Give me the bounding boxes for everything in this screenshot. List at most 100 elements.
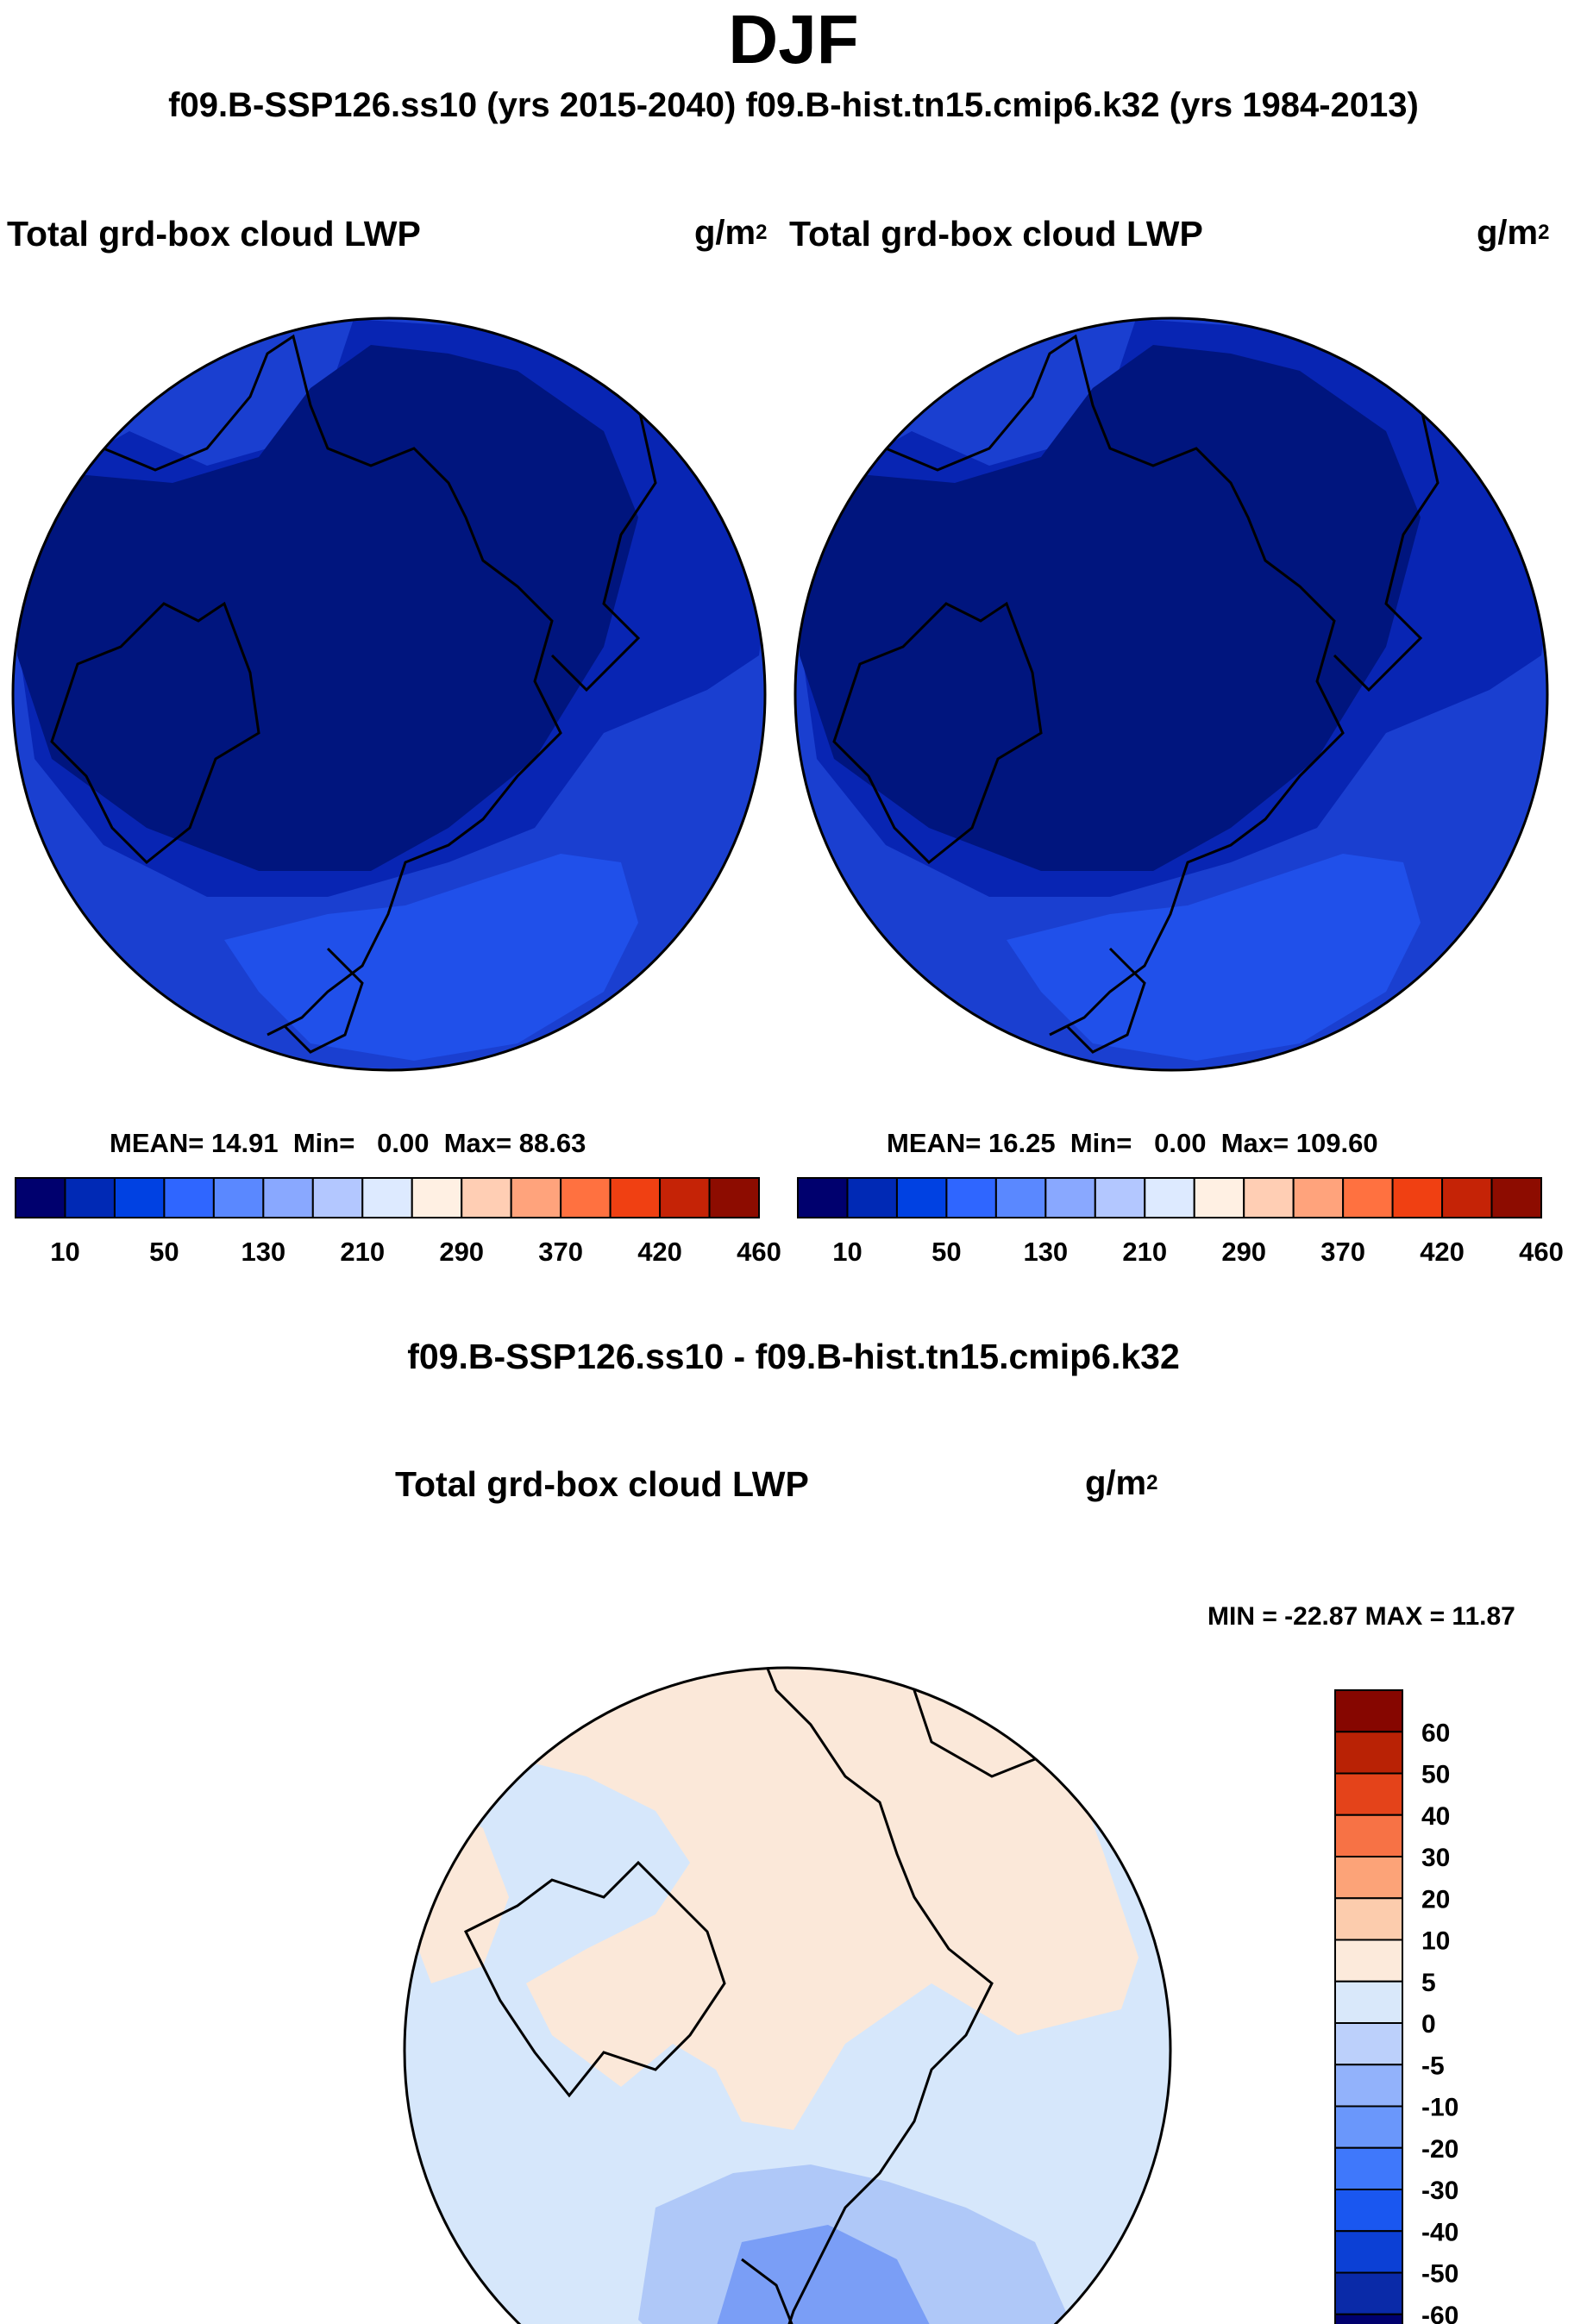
panel2-title: Total grd-box cloud LWP [789, 214, 1203, 254]
diff-positive-band [466, 1668, 1138, 2130]
colorbar-2-tick-label: 10 [832, 1237, 862, 1267]
panel2-stats: MEAN= 16.25 Min= 0.00 Max= 109.60 [887, 1128, 1378, 1158]
colorbar-3-box-14 [1334, 2271, 1403, 2315]
colorbar-1-box-9 [461, 1177, 512, 1218]
colorbar-3-tick-label: 50 [1421, 1761, 1450, 1789]
colorbar-1-tick-label: 210 [340, 1237, 385, 1267]
colorbar-1-tick-label: 10 [50, 1237, 79, 1267]
diff-panel-units: g/m2 [1085, 1464, 1158, 1502]
colorbar-3-box-12 [1334, 2189, 1403, 2233]
colorbar-3-tick-label: 5 [1421, 1969, 1436, 1997]
cases-subtitle: f09.B-SSP126.ss10 (yrs 2015-2040) f09.B-… [168, 86, 1419, 124]
colorbar-1-box-5 [262, 1177, 314, 1218]
diff-coast-c [913, 1668, 1036, 1778]
colorbar-3-tick-label: 30 [1421, 1844, 1450, 1872]
map2-polar-core [800, 345, 1421, 871]
colorbar-2-box-11 [1342, 1177, 1394, 1218]
colorbar-1-tick-label: 290 [439, 1237, 484, 1267]
colorbar-3-tick-label: -40 [1421, 2218, 1458, 2246]
colorbar-2-tick-label: 130 [1023, 1237, 1068, 1267]
map-panel-2 [795, 318, 1547, 1070]
colorbar-2-tick-label: 370 [1320, 1237, 1365, 1267]
map-panel-1 [13, 318, 765, 1070]
colorbar-2-box-10 [1292, 1177, 1345, 1218]
colorbar-1-box-4 [212, 1177, 265, 1218]
colorbar-1-tick-label: 370 [538, 1237, 583, 1267]
colorbar-2-box-5 [1044, 1177, 1096, 1218]
map1-coast-a [51, 334, 562, 1037]
colorbar-3-box-15 [1334, 2313, 1403, 2324]
colorbar-1-box-11 [560, 1177, 612, 1218]
colorbar-2-box-4 [994, 1177, 1047, 1218]
colorbar-2-box-0 [797, 1177, 849, 1218]
colorbar-1-box-6 [311, 1177, 364, 1218]
map-panel-diff [405, 1668, 1170, 2324]
colorbar-2-box-9 [1243, 1177, 1295, 1218]
panel1-stats: MEAN= 14.91 Min= 0.00 Max= 88.63 [110, 1128, 586, 1158]
colorbar-3-tick-label: 20 [1421, 1885, 1450, 1914]
map2-border [794, 316, 1549, 1072]
colorbar-3-box-2 [1334, 1772, 1403, 1816]
map1-coast-c [550, 361, 657, 692]
difference-header: f09.B-SSP126.ss10 - f09.B-hist.tn15.cmip… [407, 1337, 1180, 1376]
colorbar-2-tick-label: 210 [1122, 1237, 1167, 1267]
colorbar-2-box-7 [1144, 1177, 1195, 1218]
colorbar-3-box-7 [1334, 1980, 1403, 2024]
map1-coast-b [50, 601, 260, 865]
colorbar-1-tick-label: 50 [149, 1237, 179, 1267]
colorbar-2-box-13 [1441, 1177, 1493, 1218]
colorbar-3-box-5 [1334, 1897, 1403, 1941]
colorbar-1-box-1 [64, 1177, 116, 1218]
map2-coast-b [832, 601, 1043, 865]
map2-ring-low [1007, 854, 1421, 1061]
panel1-units: g/m2 [694, 214, 768, 252]
colorbar-2-box-3 [945, 1177, 997, 1218]
colorbar-1-box-12 [609, 1177, 662, 1218]
colorbar-1-tick-label: 420 [637, 1237, 682, 1267]
colorbar-3-tick-label: -30 [1421, 2177, 1458, 2205]
diff-map-border [403, 1666, 1172, 2324]
map1-polar-core [17, 345, 638, 871]
colorbar-2-box-12 [1391, 1177, 1444, 1218]
colorbar-2-box-1 [846, 1177, 898, 1218]
colorbar-2-tick-label: 290 [1221, 1237, 1266, 1267]
colorbar-3-tick-label: -50 [1421, 2260, 1458, 2289]
map1-ring-low [224, 854, 638, 1061]
colorbar-1-box-7 [361, 1177, 413, 1218]
colorbar-2-box-14 [1490, 1177, 1542, 1218]
colorbar-panel1: 10 50 130 210 290 370 420 460 [15, 1177, 781, 1267]
colorbar-2-box-6 [1094, 1177, 1146, 1218]
diff-coast-d [724, 2258, 795, 2324]
diff-minmax: MIN = -22.87 MAX = 11.87 [1208, 1602, 1515, 1631]
diff-coast-b [463, 1860, 726, 2098]
colorbar-panel2: 10 50 130 210 290 370 420 460 [797, 1177, 1564, 1267]
colorbar-3-box-0 [1334, 1689, 1403, 1733]
colorbar-3-box-1 [1334, 1731, 1403, 1775]
map2-coast-c [1333, 361, 1440, 692]
colorbar-3-box-4 [1334, 1856, 1403, 1900]
colorbar-1-tick-label: 130 [241, 1237, 285, 1267]
map2-coast-d [1065, 947, 1146, 1054]
colorbar-1-tick-label: 460 [737, 1237, 781, 1267]
colorbar-1-box-0 [15, 1177, 66, 1218]
colorbar-3-box-10 [1334, 2105, 1403, 2149]
colorbar-1-box-8 [411, 1177, 463, 1218]
colorbar-1-box-10 [510, 1177, 562, 1218]
diff-panel-title: Total grd-box cloud LWP [395, 1464, 809, 1504]
panel1-title: Total grd-box cloud LWP [7, 214, 421, 254]
panel2-units: g/m2 [1477, 214, 1550, 252]
colorbar-2-tick-label: 50 [932, 1237, 961, 1267]
colorbar-1-box-13 [659, 1177, 711, 1218]
colorbar-1-box-14 [708, 1177, 760, 1218]
season-title: DJF [728, 1, 859, 78]
colorbar-3-box-3 [1334, 1813, 1403, 1857]
map2-coast-a [833, 334, 1345, 1037]
colorbar-1-box-2 [113, 1177, 166, 1218]
colorbar-3-tick-label: -10 [1421, 2094, 1458, 2122]
diff-negative-core [716, 2225, 932, 2324]
colorbar-3-box-6 [1334, 1939, 1403, 1983]
colorbar-3-tick-label: 60 [1421, 1719, 1450, 1747]
colorbar-2-box-2 [895, 1177, 948, 1218]
colorbar-3-tick-label: 40 [1421, 1802, 1450, 1831]
